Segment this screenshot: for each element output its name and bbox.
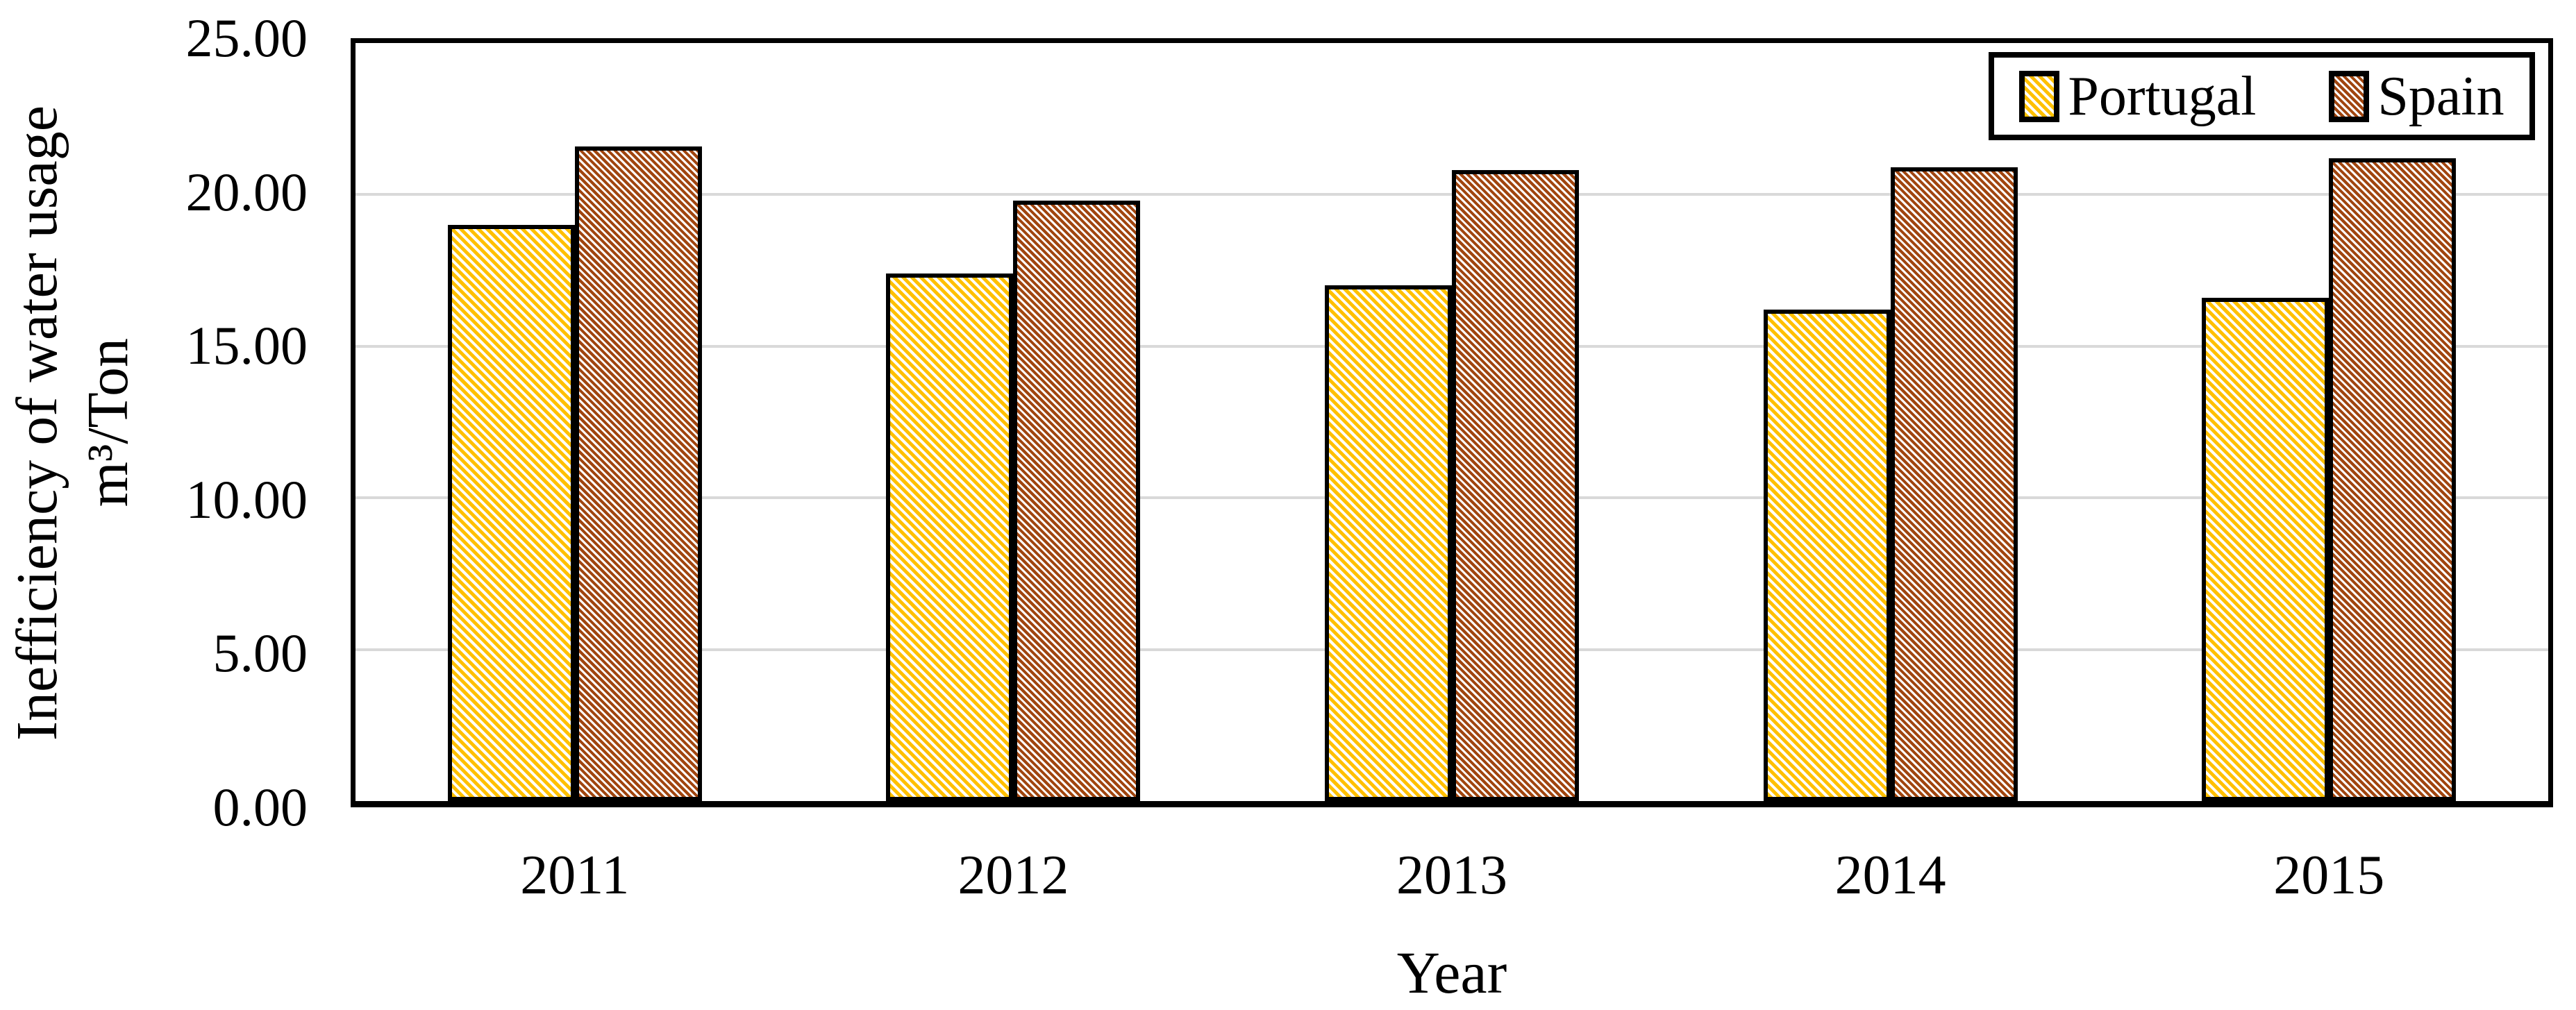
x-axis-tick-labels: 2011 2012 2013 2014 2015 bbox=[356, 845, 2548, 915]
bar-group-2015 bbox=[2109, 43, 2548, 801]
bar-portugal-2014 bbox=[1763, 310, 1891, 801]
bar-groups bbox=[356, 43, 2548, 801]
x-axis-title: Year bbox=[1396, 939, 1507, 1006]
y-axis-tick-labels: 25.00 20.00 15.00 10.00 5.00 0.00 bbox=[0, 11, 308, 834]
bar-spain-2013 bbox=[1451, 170, 1579, 801]
x-tick-label-2013: 2013 bbox=[1396, 845, 1507, 906]
plot-area bbox=[351, 38, 2553, 807]
legend-entry-spain: Spain bbox=[2329, 69, 2504, 124]
y-tick-label: 5.00 bbox=[212, 623, 308, 684]
legend-swatch-portugal bbox=[2019, 70, 2060, 122]
y-tick-label: 20.00 bbox=[185, 161, 308, 222]
x-tick-label-2014: 2014 bbox=[1834, 845, 1946, 906]
bar-group-2013 bbox=[1232, 43, 1671, 801]
bar-spain-2012 bbox=[1013, 201, 1141, 801]
y-tick-label: 0.00 bbox=[212, 777, 308, 837]
bar-spain-2014 bbox=[1890, 167, 2018, 801]
legend-label-spain: Spain bbox=[2377, 65, 2504, 127]
bar-portugal-2011 bbox=[447, 225, 575, 801]
legend-swatch-spain bbox=[2329, 70, 2370, 122]
legend-label-portugal: Portugal bbox=[2068, 65, 2257, 127]
bar-group-2011 bbox=[356, 43, 794, 801]
bar-portugal-2013 bbox=[1324, 285, 1452, 801]
y-tick-label: 25.00 bbox=[185, 8, 308, 68]
bar-portugal-2012 bbox=[886, 273, 1014, 801]
bar-spain-2011 bbox=[574, 146, 702, 801]
y-tick-label: 10.00 bbox=[185, 469, 308, 530]
legend: Portugal Spain bbox=[1989, 52, 2535, 140]
bar-group-2012 bbox=[794, 43, 1233, 801]
bar-portugal-2015 bbox=[2202, 297, 2330, 801]
x-tick-label-2015: 2015 bbox=[2273, 845, 2385, 906]
x-tick-label-2011: 2011 bbox=[520, 845, 630, 906]
x-tick-label-2012: 2012 bbox=[957, 845, 1069, 906]
bar-group-2014 bbox=[1671, 43, 2110, 801]
y-tick-label: 15.00 bbox=[185, 315, 308, 376]
bar-spain-2015 bbox=[2329, 158, 2457, 801]
legend-entry-portugal: Portugal bbox=[2019, 69, 2256, 124]
